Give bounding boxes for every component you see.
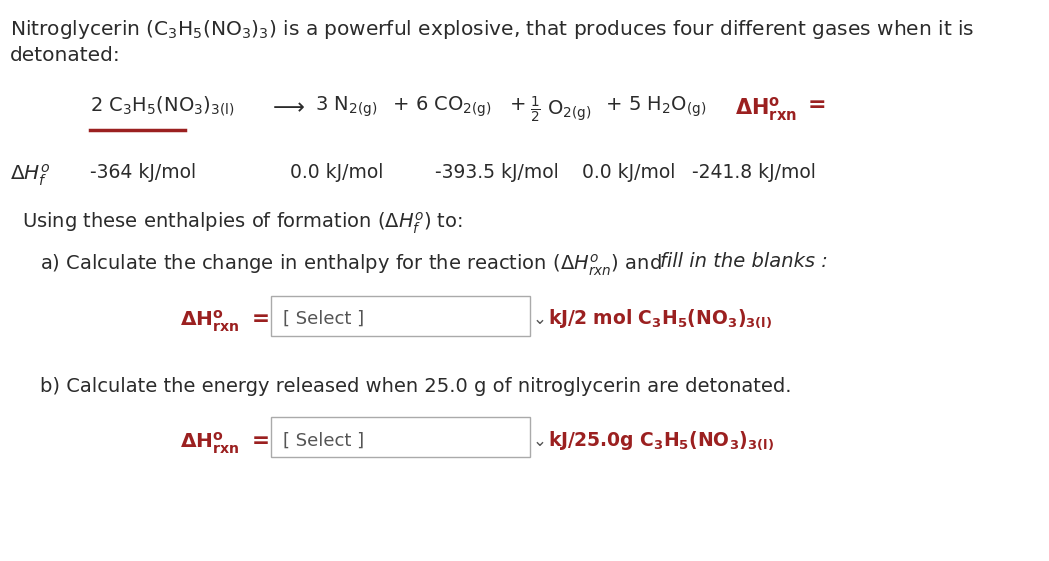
Text: $\Delta H^o_f$: $\Delta H^o_f$: [10, 163, 50, 188]
Text: $\bf{\Delta H^o_{rxn}}$: $\bf{\Delta H^o_{rxn}}$: [180, 430, 239, 456]
Text: fill in the blanks :: fill in the blanks :: [660, 252, 828, 271]
Text: +: +: [393, 95, 409, 114]
Text: 0.0 kJ/mol: 0.0 kJ/mol: [582, 163, 676, 182]
Text: $\bf{kJ/2\ mol\ C_3H_5(NO_3)_{3(l)}}$: $\bf{kJ/2\ mol\ C_3H_5(NO_3)_{3(l)}}$: [548, 308, 772, 330]
Text: [ Select ]: [ Select ]: [283, 432, 364, 450]
Text: +: +: [510, 95, 527, 114]
Text: =: =: [252, 309, 270, 329]
Text: 0.0 kJ/mol: 0.0 kJ/mol: [290, 163, 383, 182]
Text: a) Calculate the change in enthalpy for the reaction ($\Delta H^o_{rxn}$) and: a) Calculate the change in enthalpy for …: [40, 252, 662, 278]
Text: $\mathregular{3\ N_{2(g)}}$: $\mathregular{3\ N_{2(g)}}$: [315, 95, 378, 119]
Text: $\bf{\Delta H^o_{rxn}}$: $\bf{\Delta H^o_{rxn}}$: [180, 308, 239, 333]
Text: -364 kJ/mol: -364 kJ/mol: [90, 163, 196, 182]
Text: =: =: [252, 431, 270, 451]
Text: $\mathregular{2\ C_3H_5(NO_3)_{3(l)}}$: $\mathregular{2\ C_3H_5(NO_3)_{3(l)}}$: [90, 95, 235, 118]
Text: =: =: [808, 95, 827, 115]
Text: +: +: [606, 95, 622, 114]
Text: Nitroglycerin ($\mathregular{C_3H_5(NO_3)_3}$) is a powerful explosive, that pro: Nitroglycerin ($\mathregular{C_3H_5(NO_3…: [10, 18, 975, 41]
Text: -241.8 kJ/mol: -241.8 kJ/mol: [692, 163, 816, 182]
Text: Using these enthalpies of formation ($\Delta H^o_f$) to:: Using these enthalpies of formation ($\D…: [22, 210, 463, 236]
Text: ⌄: ⌄: [533, 432, 547, 450]
Text: $\bf{kJ/25.0g\ C_3H_5(NO_3)_{3(l)}}$: $\bf{kJ/25.0g\ C_3H_5(NO_3)_{3(l)}}$: [548, 430, 774, 452]
Text: b) Calculate the energy released when 25.0 g of nitroglycerin are detonated.: b) Calculate the energy released when 25…: [40, 377, 792, 396]
Text: $\mathregular{5\ H_2O_{(g)}}$: $\mathregular{5\ H_2O_{(g)}}$: [628, 95, 707, 119]
Text: $\mathregular{6\ CO_{2(g)}}$: $\mathregular{6\ CO_{2(g)}}$: [415, 95, 492, 119]
Text: detonated:: detonated:: [10, 46, 121, 65]
Text: $\mathregular{\frac{1}{2}\ O_{2(g)}}$: $\mathregular{\frac{1}{2}\ O_{2(g)}}$: [530, 95, 592, 125]
Text: $\bf{\Delta H^o_{rxn}}$: $\bf{\Delta H^o_{rxn}}$: [735, 95, 797, 123]
Text: $\longrightarrow$: $\longrightarrow$: [267, 96, 305, 116]
Text: [ Select ]: [ Select ]: [283, 310, 364, 328]
Text: ⌄: ⌄: [533, 310, 547, 328]
Text: -393.5 kJ/mol: -393.5 kJ/mol: [435, 163, 559, 182]
